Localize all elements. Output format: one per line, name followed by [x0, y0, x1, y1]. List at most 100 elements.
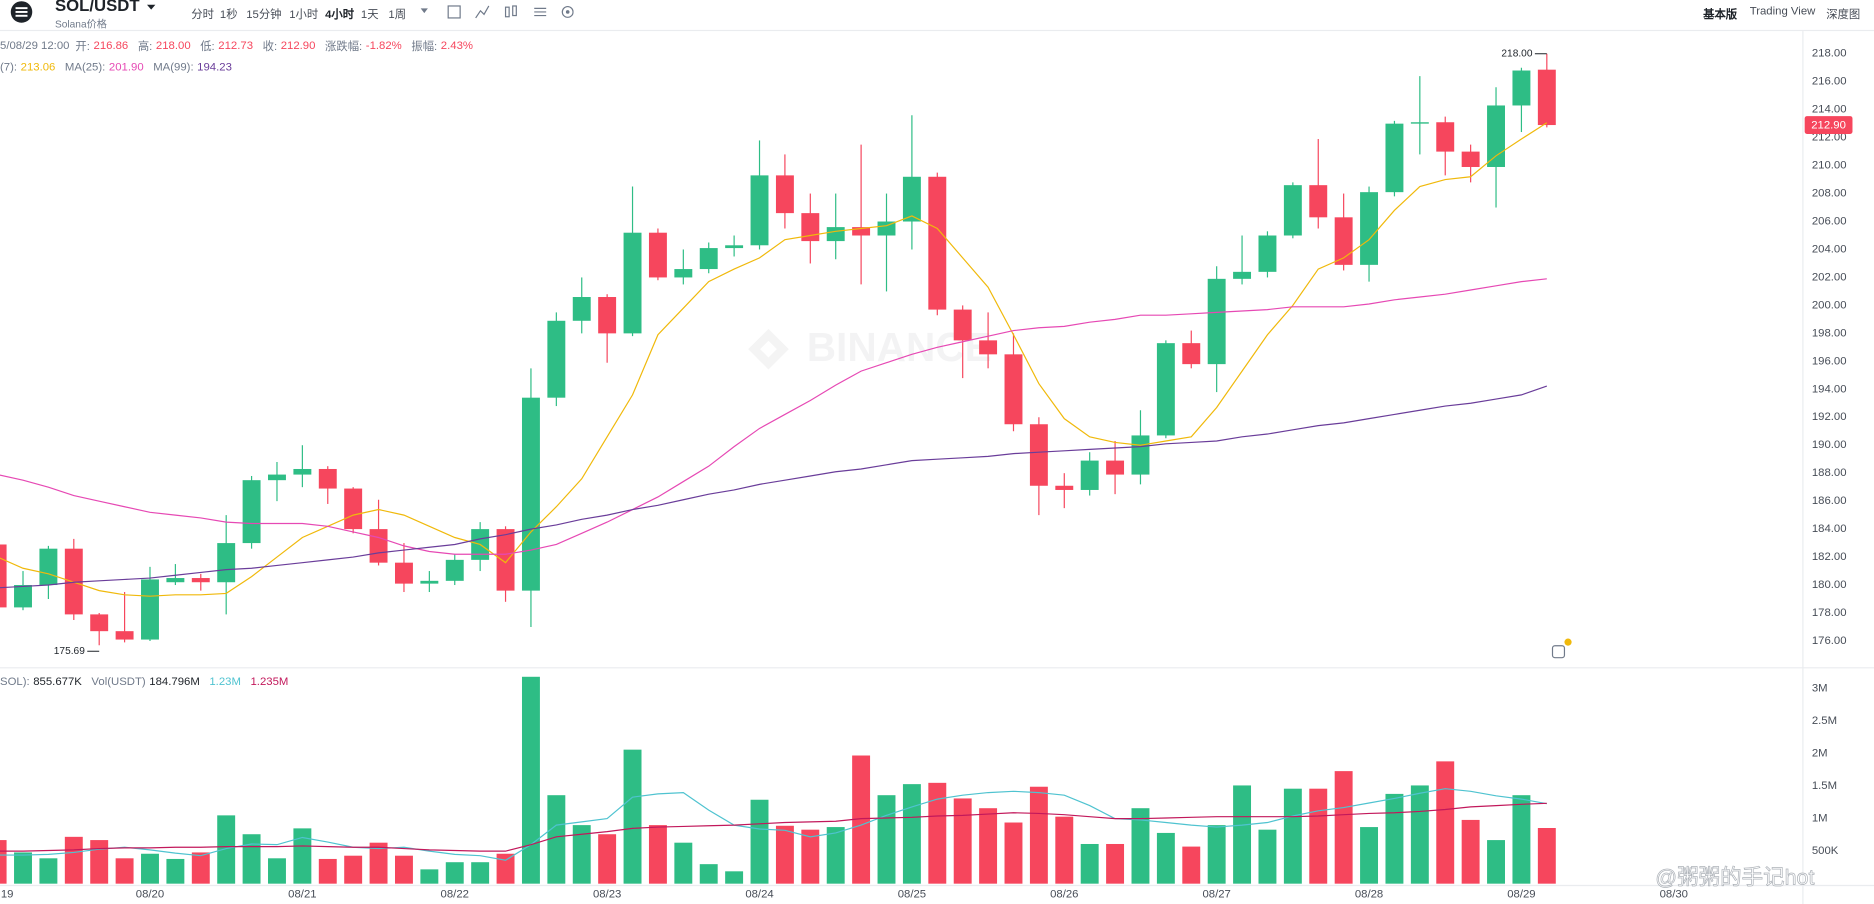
- volume-bar: [674, 842, 693, 884]
- ma-legend-name: MA(99): [153, 61, 193, 74]
- volume-bar: [826, 827, 845, 884]
- volume-bar: [1487, 840, 1505, 884]
- ma-legend-value: 201.90: [108, 60, 144, 75]
- price-tick-label: 190.00: [1812, 439, 1847, 451]
- price-tick-label: 192.00: [1812, 411, 1847, 423]
- volume-bar: [953, 798, 972, 884]
- field-value: 2.43%: [440, 38, 473, 53]
- candle-body: [521, 397, 540, 591]
- volume-bar: [877, 795, 896, 884]
- time-tick-label: 08/28: [1355, 888, 1383, 900]
- interval-tab[interactable]: 1秒: [219, 8, 238, 22]
- candle-body: [496, 529, 515, 591]
- candle-body: [115, 631, 134, 640]
- volume-bar: [1055, 816, 1074, 884]
- symbol-dropdown[interactable]: [146, 1, 158, 13]
- subtitle[interactable]: Solana价格: [54, 17, 107, 30]
- ma-legend-value: 213.06: [20, 60, 56, 75]
- field-label: 低:: [200, 40, 215, 54]
- price-tick-label: 210.00: [1812, 160, 1847, 172]
- time-tick-label: 08/20: [136, 888, 164, 900]
- candle-body: [1309, 185, 1328, 218]
- candle-body: [344, 488, 363, 530]
- toolbar-icons: [420, 5, 574, 19]
- interval-tab[interactable]: 1小时: [289, 8, 319, 22]
- candle-body: [725, 245, 744, 249]
- volume-readout-value: 855.677K: [33, 675, 82, 689]
- ma-line: [0, 385, 1548, 589]
- interval-tab[interactable]: 分时: [191, 8, 214, 22]
- candle-body: [1029, 424, 1048, 486]
- volume-ma-value: 1.235M: [250, 675, 289, 689]
- interval-tab[interactable]: 4小时: [325, 8, 355, 22]
- volume-bar: [394, 855, 413, 884]
- candle-body: [979, 340, 998, 355]
- volume-bar: [496, 853, 515, 884]
- price-tick-label: 184.00: [1812, 523, 1847, 535]
- candle-body: [877, 221, 896, 236]
- volume-bar: [928, 782, 947, 884]
- volume-bar: [1410, 785, 1429, 884]
- interval-tab[interactable]: 1天: [360, 8, 379, 22]
- candle-body: [217, 543, 236, 583]
- volume-bar: [115, 858, 134, 884]
- candle-body: [293, 468, 312, 475]
- field-value: 212.73: [218, 38, 254, 53]
- volume-bar: [775, 825, 794, 884]
- price-tick-label: 196.00: [1812, 355, 1847, 367]
- candle-body: [64, 548, 83, 615]
- volume-bar: [0, 840, 7, 884]
- volume-bar: [1207, 825, 1226, 884]
- field-value: 216.86: [93, 38, 129, 53]
- candle-body: [674, 269, 693, 278]
- volume-tick-label: 2M: [1812, 748, 1828, 760]
- candle-body: [268, 474, 286, 481]
- view-tab[interactable]: 基本版: [1703, 8, 1738, 22]
- candle-body: [1385, 123, 1404, 193]
- candle-body: [750, 175, 769, 246]
- view-tab[interactable]: Trading View: [1749, 4, 1816, 18]
- candle-body: [598, 297, 617, 334]
- candle-body: [0, 544, 7, 608]
- interval-tab[interactable]: 1周: [388, 8, 407, 22]
- volume-tick-label: 3M: [1812, 682, 1828, 694]
- volume-bar: [1156, 832, 1175, 884]
- low-label: 175.69: [54, 646, 85, 657]
- candle-body: [928, 176, 947, 310]
- field-value: -1.82%: [365, 38, 402, 53]
- ma-legend-name: MA(25): [65, 61, 105, 74]
- candle-body: [1156, 343, 1175, 436]
- interval-tab[interactable]: 15分钟: [246, 8, 282, 22]
- candle-body: [14, 585, 32, 608]
- candle-body: [1207, 278, 1226, 365]
- candle-body: [242, 480, 261, 544]
- field-value: 218.00: [155, 38, 191, 53]
- high-label: 218.00: [1501, 48, 1532, 59]
- volume-readout-label: SOL):: [0, 675, 30, 689]
- view-tab[interactable]: 深度图: [1826, 8, 1861, 22]
- ma-legend: (7)213.06 MA(25)201.90 MA(99) 194.23: [0, 61, 241, 74]
- volume-pane: [0, 676, 1556, 884]
- time-tick-label: 08/27: [1202, 888, 1230, 900]
- candle-body: [1436, 122, 1455, 152]
- price-tick-label: 188.00: [1812, 467, 1847, 479]
- volume-bar: [344, 855, 363, 884]
- ma-line: [0, 278, 1547, 555]
- volume-bar: [445, 862, 464, 884]
- volume-bar: [242, 834, 261, 884]
- price-pane: 218.00 175.69: [0, 48, 1556, 657]
- candle-body: [1360, 192, 1379, 265]
- volume-readout-label: Vol(USDT): [91, 675, 146, 689]
- candle-body: [166, 578, 185, 583]
- candle-body: [1106, 460, 1125, 475]
- volume-bar: [64, 836, 83, 884]
- chat-icon[interactable]: [1551, 638, 1572, 659]
- candle-body: [39, 548, 58, 586]
- candle-body: [1334, 217, 1353, 265]
- volume-bar: [725, 871, 744, 884]
- symbol[interactable]: SOL/USDT: [54, 0, 140, 15]
- time-tick-label: 08/30: [1660, 888, 1688, 900]
- candle-body: [801, 213, 820, 242]
- volume-tick-label: 500K: [1812, 845, 1839, 857]
- volume-legend: SOL): 855.677K Vol(USDT) 184.796M 1.23M 1.235…: [0, 676, 298, 689]
